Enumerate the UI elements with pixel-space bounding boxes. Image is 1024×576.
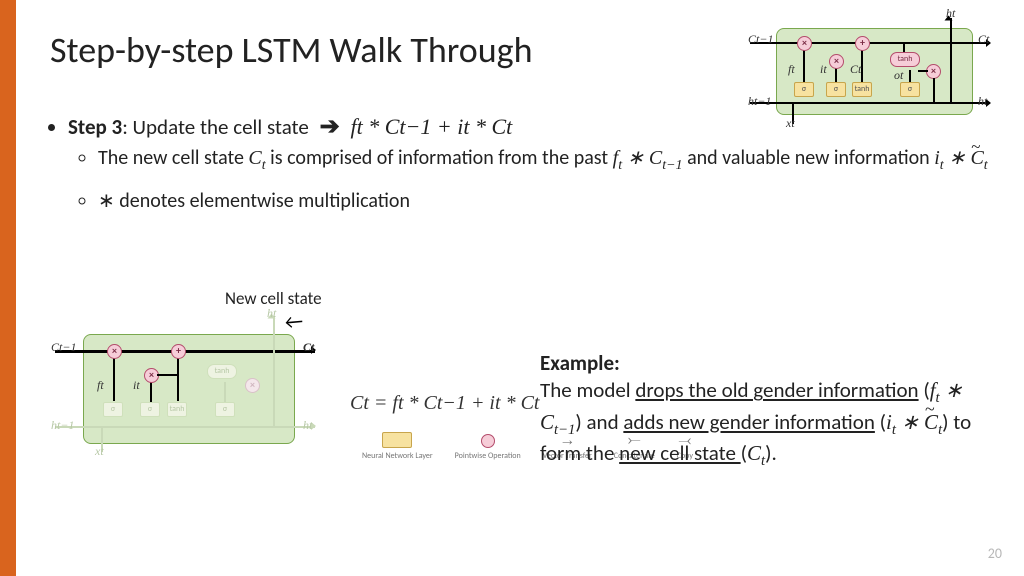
bullet-elementwise: ∗ denotes elementwise multiplication xyxy=(98,189,988,214)
example-text: Example: The model drops the old gender … xyxy=(540,350,980,471)
cell-state-equation: ft * Ct−1 + it * Ct xyxy=(350,114,512,139)
slide-body: Step 3: Update the cell state ➔ ft * Ct−… xyxy=(50,112,988,228)
lstm-diagram-left: × + × σ σ tanh σ tanh × Ct−1 Ct ht−1 ht … xyxy=(55,322,315,462)
arrow-icon: ➔ xyxy=(320,112,340,141)
slide: Step-by-step LSTM Walk Through Step 3: U… xyxy=(0,0,1024,576)
equation-main: Ct = ft * Ct−1 + it * Ct xyxy=(350,392,539,415)
step-label: Step 3 xyxy=(68,114,122,140)
accent-bar xyxy=(0,0,16,576)
page-number: 20 xyxy=(988,545,1002,562)
bullet-composition: The new cell state Ct is comprised of in… xyxy=(98,146,988,175)
lstm-diagram-top: σ σ tanh σ × × + × tanh Ct−1 Ct ht−1 ht … xyxy=(750,18,990,128)
step-desc: : Update the cell state xyxy=(122,114,309,140)
slide-title: Step-by-step LSTM Walk Through xyxy=(50,28,533,72)
